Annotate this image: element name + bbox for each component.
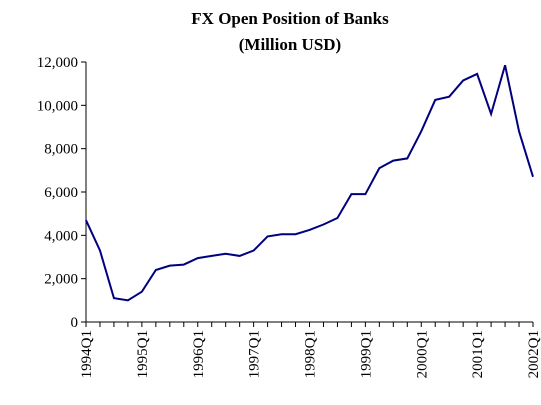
y-tick-label: 8,000 [44,142,78,158]
x-tick-label: 1997Q1 [247,330,263,378]
y-tick-label: 12,000 [37,55,78,71]
y-tick-label: 4,000 [44,228,78,244]
y-tick-label: 0 [71,315,79,331]
chart-subtitle: (Million USD) [239,35,341,54]
x-tick-label: 1994Q1 [79,330,95,378]
x-tick-label: 1999Q1 [358,330,374,378]
x-tick-label: 2002Q1 [526,330,541,378]
x-tick-label: 1996Q1 [191,330,207,378]
y-tick-label: 2,000 [44,272,78,288]
chart-title: FX Open Position of Banks [191,9,389,28]
x-tick-label: 1998Q1 [303,330,319,378]
data-line [85,64,534,302]
y-tick-label: 10,000 [37,98,78,114]
x-tick-label: 1995Q1 [135,330,151,378]
y-tick-label: 6,000 [44,185,78,201]
x-tick-label: 2000Q1 [414,330,430,378]
x-tick-label: 2001Q1 [470,330,486,378]
